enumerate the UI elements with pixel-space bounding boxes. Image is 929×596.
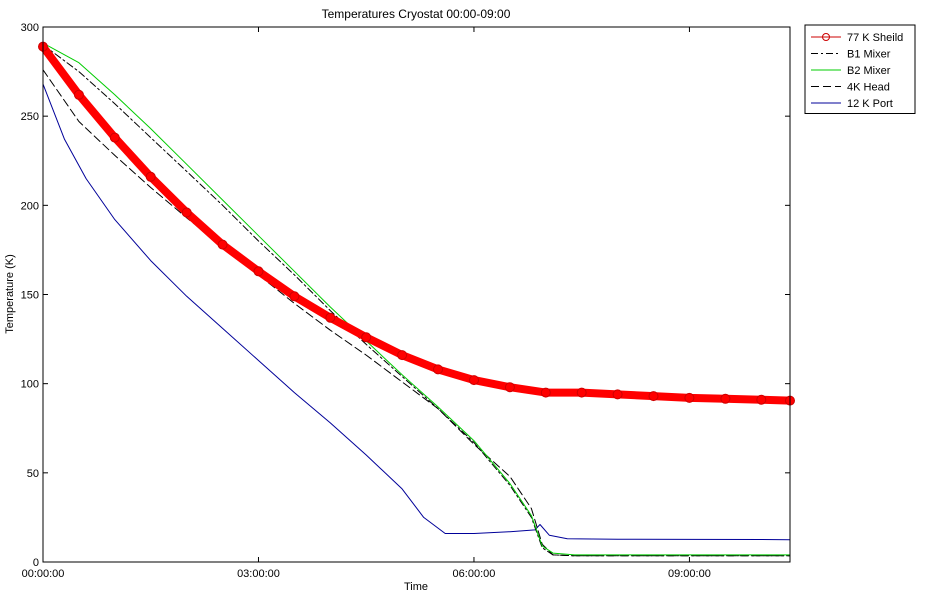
y-tick-label: 150 — [21, 290, 39, 302]
series-marker-0 — [397, 350, 408, 361]
series-marker-0 — [504, 382, 515, 393]
series-marker-0 — [73, 89, 84, 100]
legend: 77 K Sheild B1 Mixer B2 Mixer 4K Head 12 K P… — [804, 24, 916, 114]
legend-marker — [822, 33, 830, 41]
series-marker-0 — [289, 291, 300, 302]
chart-title: Temperatures Cryostat 00:00-09:00 — [322, 7, 511, 21]
series-marker-0 — [325, 312, 336, 323]
series-marker-0 — [576, 387, 587, 398]
y-tick-label: 50 — [27, 468, 39, 480]
series-marker-0 — [612, 389, 623, 400]
series-marker-0 — [109, 132, 120, 143]
legend-label: 4K Head — [847, 82, 890, 94]
series-marker-0 — [217, 239, 228, 250]
series-marker-0 — [469, 375, 479, 386]
x-tick-label: 03:00:00 — [237, 568, 280, 580]
legend-label: 77 K Sheild — [847, 32, 903, 44]
series-marker-0 — [756, 394, 767, 405]
series-marker-0 — [540, 387, 551, 398]
series-line-4 — [42, 83, 791, 541]
series-layer — [38, 41, 795, 557]
series-line-1 — [42, 44, 791, 557]
series-line-0 — [39, 42, 794, 405]
y-axis-label: Temperature (K) — [4, 254, 16, 333]
y-tick-label: 200 — [21, 200, 39, 212]
y-tick-label: 250 — [21, 111, 39, 123]
series-marker-0 — [720, 393, 731, 404]
series-marker-0 — [684, 392, 695, 403]
x-tick-label: 00:00:00 — [22, 568, 65, 580]
series-marker-0 — [433, 364, 443, 375]
y-tick-label: 100 — [21, 379, 39, 391]
series-marker-0 — [145, 171, 156, 182]
legend-label: 12 K Port — [847, 98, 893, 110]
x-tick-label: 09:00:00 — [668, 568, 711, 580]
series-marker-0 — [361, 332, 372, 343]
axes-layer: 0 50 100 150 200 250 300 00:00:00 03:00:00 06:00:… — [21, 22, 791, 580]
series-marker-0 — [253, 266, 264, 277]
series-marker-0 — [181, 207, 192, 218]
y-tick-label: 0 — [33, 557, 39, 569]
y-tick-label: 300 — [21, 22, 39, 34]
plot-background — [43, 27, 790, 562]
legend-label: B2 Mixer — [847, 65, 891, 77]
legend-label: B1 Mixer — [847, 49, 891, 61]
x-axis-label: Time — [404, 581, 428, 593]
series-line-2 — [42, 42, 791, 556]
series-marker-0 — [648, 391, 659, 402]
x-tick-label: 06:00:00 — [453, 568, 496, 580]
